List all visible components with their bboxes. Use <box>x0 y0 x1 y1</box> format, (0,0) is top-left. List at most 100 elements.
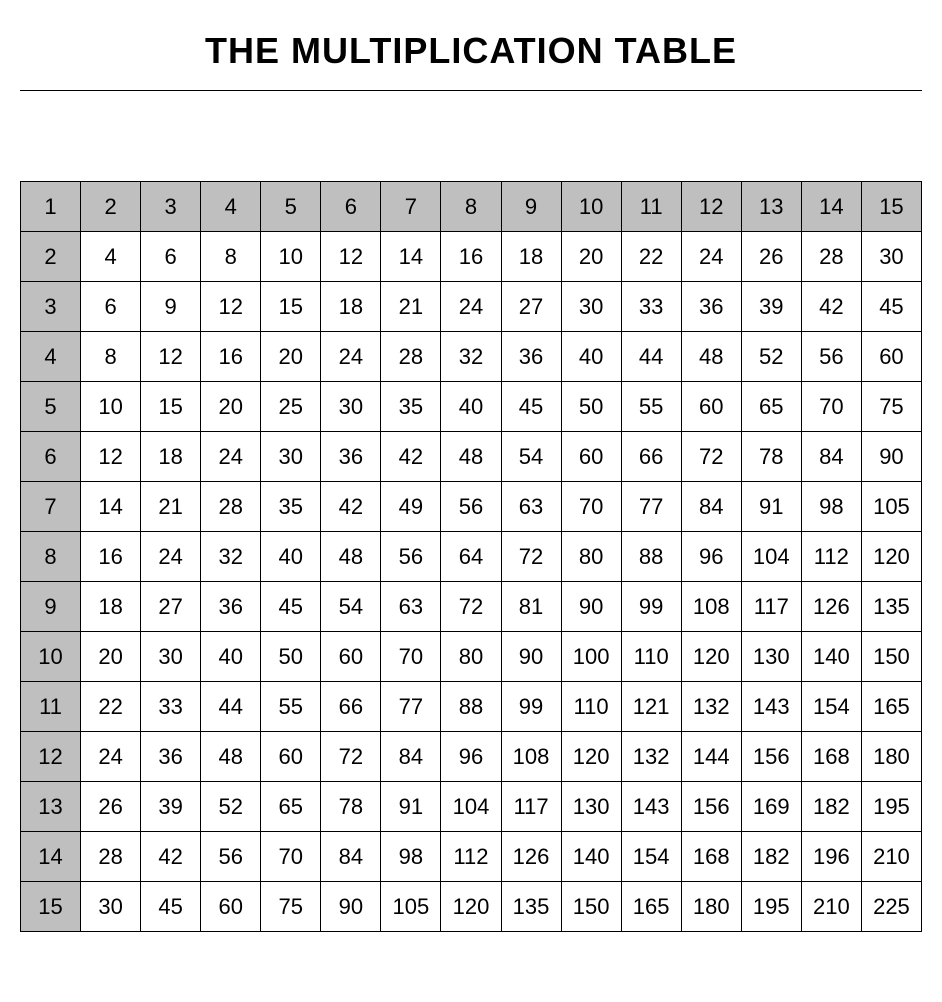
table-cell: 96 <box>681 532 741 582</box>
table-cell: 24 <box>681 232 741 282</box>
table-cell: 18 <box>141 432 201 482</box>
table-cell: 112 <box>801 532 861 582</box>
table-cell: 45 <box>141 882 201 932</box>
table-cell: 88 <box>441 682 501 732</box>
table-row: 1224364860728496108120132144156168180 <box>21 732 922 782</box>
table-cell: 14 <box>801 182 861 232</box>
table-cell: 30 <box>141 632 201 682</box>
table-cell: 40 <box>561 332 621 382</box>
table-cell: 20 <box>261 332 321 382</box>
table-cell: 48 <box>321 532 381 582</box>
table-cell: 48 <box>681 332 741 382</box>
table-cell: 45 <box>861 282 921 332</box>
table-cell: 27 <box>501 282 561 332</box>
table-cell: 36 <box>201 582 261 632</box>
table-cell: 56 <box>801 332 861 382</box>
table-cell: 88 <box>621 532 681 582</box>
table-row: 123456789101112131415 <box>21 182 922 232</box>
table-cell: 63 <box>501 482 561 532</box>
table-row: 51015202530354045505560657075 <box>21 382 922 432</box>
table-cell: 44 <box>201 682 261 732</box>
table-cell: 10 <box>261 232 321 282</box>
table-cell: 117 <box>501 782 561 832</box>
table-row: 714212835424956637077849198105 <box>21 482 922 532</box>
table-cell: 30 <box>81 882 141 932</box>
table-cell: 42 <box>321 482 381 532</box>
table-cell: 84 <box>801 432 861 482</box>
table-cell: 108 <box>501 732 561 782</box>
table-cell: 99 <box>501 682 561 732</box>
table-cell: 16 <box>81 532 141 582</box>
table-cell: 42 <box>801 282 861 332</box>
table-cell: 6 <box>81 282 141 332</box>
table-cell: 45 <box>501 382 561 432</box>
table-row: 369121518212427303336394245 <box>21 282 922 332</box>
table-cell: 154 <box>801 682 861 732</box>
table-cell: 156 <box>681 782 741 832</box>
table-cell: 110 <box>621 632 681 682</box>
table-cell: 56 <box>381 532 441 582</box>
table-cell: 6 <box>141 232 201 282</box>
table-cell: 35 <box>381 382 441 432</box>
table-cell: 132 <box>681 682 741 732</box>
table-cell: 52 <box>201 782 261 832</box>
table-cell: 28 <box>801 232 861 282</box>
table-cell: 144 <box>681 732 741 782</box>
multiplication-table: 1234567891011121314152468101214161820222… <box>20 181 922 932</box>
table-cell: 90 <box>861 432 921 482</box>
table-cell: 104 <box>441 782 501 832</box>
table-cell: 26 <box>741 232 801 282</box>
table-cell: 27 <box>141 582 201 632</box>
table-cell: 20 <box>561 232 621 282</box>
table-cell: 154 <box>621 832 681 882</box>
title-divider <box>20 90 922 91</box>
table-row: 81624324048566472808896104112120 <box>21 532 922 582</box>
table-cell: 30 <box>321 382 381 432</box>
table-cell: 4 <box>21 332 81 382</box>
table-cell: 104 <box>741 532 801 582</box>
table-cell: 28 <box>81 832 141 882</box>
table-cell: 156 <box>741 732 801 782</box>
table-cell: 70 <box>261 832 321 882</box>
table-cell: 12 <box>681 182 741 232</box>
table-cell: 28 <box>201 482 261 532</box>
table-cell: 90 <box>501 632 561 682</box>
table-cell: 130 <box>561 782 621 832</box>
table-cell: 165 <box>621 882 681 932</box>
table-cell: 14 <box>381 232 441 282</box>
table-cell: 210 <box>861 832 921 882</box>
table-cell: 30 <box>261 432 321 482</box>
table-cell: 2 <box>81 182 141 232</box>
table-cell: 36 <box>321 432 381 482</box>
table-cell: 75 <box>861 382 921 432</box>
table-cell: 78 <box>741 432 801 482</box>
table-cell: 100 <box>561 632 621 682</box>
table-cell: 48 <box>201 732 261 782</box>
table-cell: 14 <box>81 482 141 532</box>
table-row: 153045607590105120135150165180195210225 <box>21 882 922 932</box>
table-cell: 16 <box>441 232 501 282</box>
table-cell: 112 <box>441 832 501 882</box>
table-cell: 63 <box>381 582 441 632</box>
table-cell: 15 <box>21 882 81 932</box>
table-cell: 8 <box>201 232 261 282</box>
table-cell: 99 <box>621 582 681 632</box>
table-cell: 196 <box>801 832 861 882</box>
table-cell: 8 <box>81 332 141 382</box>
table-cell: 4 <box>81 232 141 282</box>
table-cell: 52 <box>741 332 801 382</box>
table-cell: 42 <box>141 832 201 882</box>
table-cell: 120 <box>681 632 741 682</box>
table-cell: 5 <box>261 182 321 232</box>
table-cell: 10 <box>561 182 621 232</box>
table-cell: 25 <box>261 382 321 432</box>
table-cell: 91 <box>381 782 441 832</box>
table-row: 24681012141618202224262830 <box>21 232 922 282</box>
table-cell: 8 <box>21 532 81 582</box>
table-cell: 12 <box>81 432 141 482</box>
table-cell: 180 <box>681 882 741 932</box>
table-cell: 132 <box>621 732 681 782</box>
table-cell: 84 <box>321 832 381 882</box>
table-cell: 11 <box>21 682 81 732</box>
table-cell: 70 <box>381 632 441 682</box>
